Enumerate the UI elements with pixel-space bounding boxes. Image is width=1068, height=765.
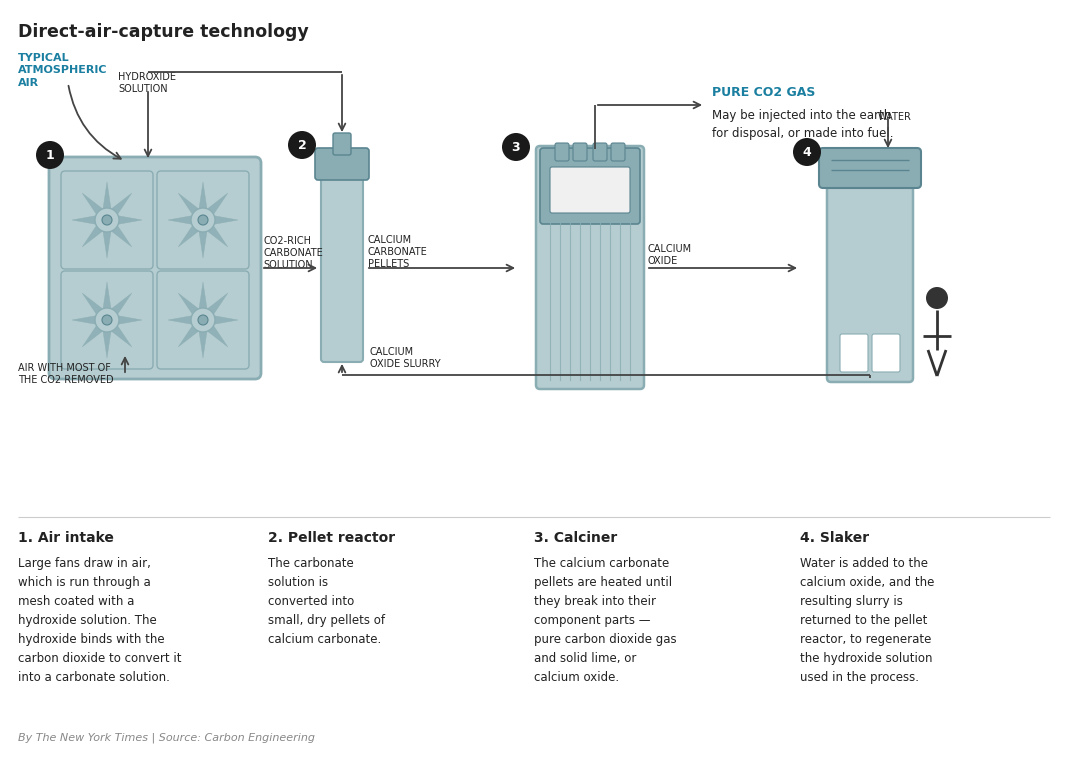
Polygon shape [204,193,227,218]
Polygon shape [103,327,111,358]
FancyBboxPatch shape [333,133,351,155]
Circle shape [198,215,208,225]
Polygon shape [178,222,202,247]
Polygon shape [72,215,100,225]
Circle shape [191,208,215,232]
Circle shape [198,315,208,325]
Circle shape [794,138,821,166]
Text: By The New York Times | Source: Carbon Engineering: By The New York Times | Source: Carbon E… [18,733,315,743]
FancyBboxPatch shape [819,148,921,188]
Polygon shape [209,315,238,325]
Circle shape [191,308,215,332]
Text: 4: 4 [803,145,812,158]
Text: The carbonate
solution is
converted into
small, dry pellets of
calcium carbonate: The carbonate solution is converted into… [268,557,384,646]
Text: 2. Pellet reactor: 2. Pellet reactor [268,531,395,545]
Polygon shape [103,227,111,258]
Text: HYDROXIDE
SOLUTION: HYDROXIDE SOLUTION [117,72,176,94]
Polygon shape [178,293,202,318]
Circle shape [288,131,316,159]
FancyBboxPatch shape [536,146,644,389]
Polygon shape [178,321,202,347]
Polygon shape [209,215,238,225]
Circle shape [95,308,119,332]
Text: WATER: WATER [878,112,912,122]
FancyBboxPatch shape [540,148,640,224]
FancyBboxPatch shape [157,271,249,369]
FancyBboxPatch shape [550,167,630,213]
FancyBboxPatch shape [574,143,587,161]
Circle shape [95,208,119,232]
Polygon shape [199,282,207,313]
Text: TYPICAL
ATMOSPHERIC
AIR: TYPICAL ATMOSPHERIC AIR [18,53,108,88]
Polygon shape [109,193,131,218]
Polygon shape [204,293,227,318]
Circle shape [502,133,530,161]
Text: CALCIUM
OXIDE: CALCIUM OXIDE [648,244,692,266]
Circle shape [36,141,64,169]
Text: CALCIUM
OXIDE SLURRY: CALCIUM OXIDE SLURRY [370,347,441,369]
Polygon shape [82,293,106,318]
Text: CALCIUM
CARBONATE
PELLETS: CALCIUM CARBONATE PELLETS [368,235,428,269]
Polygon shape [82,193,106,218]
Polygon shape [82,222,106,247]
Polygon shape [168,215,197,225]
FancyBboxPatch shape [593,143,607,161]
Text: CO2-RICH
CARBONATE
SOLUTION: CO2-RICH CARBONATE SOLUTION [263,236,323,270]
Text: 4. Slaker: 4. Slaker [800,531,869,545]
FancyBboxPatch shape [61,171,153,269]
Polygon shape [109,293,131,318]
Text: 1. Air intake: 1. Air intake [18,531,114,545]
Polygon shape [72,315,100,325]
FancyBboxPatch shape [157,171,249,269]
Text: Large fans draw in air,
which is run through a
mesh coated with a
hydroxide solu: Large fans draw in air, which is run thr… [18,557,182,684]
FancyBboxPatch shape [611,143,625,161]
FancyBboxPatch shape [827,164,913,382]
Polygon shape [113,215,142,225]
Polygon shape [109,321,131,347]
Text: May be injected into the earth
for disposal, or made into fuel.: May be injected into the earth for dispo… [712,109,894,140]
Text: 2: 2 [298,138,307,151]
FancyBboxPatch shape [555,143,569,161]
Text: Water is added to the
calcium oxide, and the
resulting slurry is
returned to the: Water is added to the calcium oxide, and… [800,557,934,684]
Polygon shape [204,222,227,247]
Polygon shape [113,315,142,325]
FancyBboxPatch shape [61,271,153,369]
Polygon shape [199,327,207,358]
Polygon shape [199,227,207,258]
Text: 1: 1 [46,148,54,161]
Polygon shape [109,222,131,247]
Text: AIR WITH MOST OF
THE CO2 REMOVED: AIR WITH MOST OF THE CO2 REMOVED [18,363,113,386]
Polygon shape [199,182,207,213]
FancyBboxPatch shape [321,156,363,362]
FancyBboxPatch shape [315,148,370,180]
Polygon shape [168,315,197,325]
Text: The calcium carbonate
pellets are heated until
they break into their
component p: The calcium carbonate pellets are heated… [534,557,677,684]
Polygon shape [103,182,111,213]
Circle shape [103,215,112,225]
Text: Direct-air-capture technology: Direct-air-capture technology [18,23,309,41]
FancyBboxPatch shape [49,157,261,379]
FancyBboxPatch shape [841,334,868,372]
Circle shape [926,287,948,309]
FancyBboxPatch shape [871,334,900,372]
Polygon shape [82,321,106,347]
Polygon shape [204,321,227,347]
Polygon shape [103,282,111,313]
Text: 3. Calciner: 3. Calciner [534,531,617,545]
Text: 3: 3 [512,141,520,154]
Text: PURE CO2 GAS: PURE CO2 GAS [712,86,815,99]
Circle shape [103,315,112,325]
Polygon shape [178,193,202,218]
